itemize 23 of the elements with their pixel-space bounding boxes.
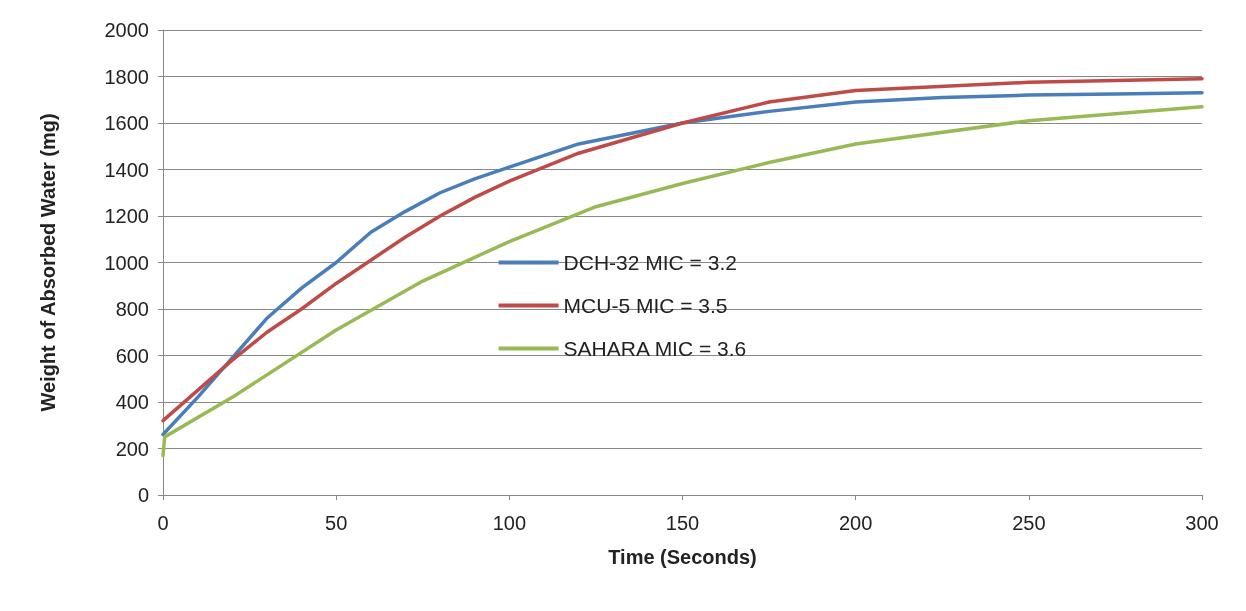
legend-label: DCH-32 MIC = 3.2	[563, 251, 737, 274]
x-tick-label: 100	[492, 512, 527, 534]
x-tick-label: 150	[665, 512, 700, 534]
x-tick-label: 0	[157, 512, 169, 534]
y-tick-label: 400	[115, 391, 149, 413]
y-tick-label: 1200	[104, 205, 149, 227]
y-tick-label: 1400	[104, 158, 149, 181]
y-tick-label: 0	[137, 484, 149, 506]
x-tick-label: 250	[1012, 512, 1046, 534]
y-tick-label: 1600	[104, 112, 149, 134]
x-tick-label: 200	[838, 512, 873, 534]
x-tick-label: 50	[325, 512, 348, 534]
y-tick-label: 2000	[104, 19, 149, 41]
legend-label: MCU-5 MIC = 3.5	[563, 294, 728, 317]
y-tick-label: 1000	[104, 251, 149, 274]
y-tick-label: 1800	[104, 65, 149, 88]
x-tick-label: 300	[1185, 512, 1219, 534]
y-tick-label: 600	[115, 344, 149, 367]
y-tick-label: 800	[115, 298, 149, 320]
legend-label: SAHARA MIC = 3.6	[563, 337, 747, 360]
y-axis-title: Weight of Absorbed Water (mg)	[37, 113, 59, 412]
y-tick-label: 200	[115, 437, 149, 460]
x-axis-title: Time (Seconds)	[608, 546, 757, 568]
